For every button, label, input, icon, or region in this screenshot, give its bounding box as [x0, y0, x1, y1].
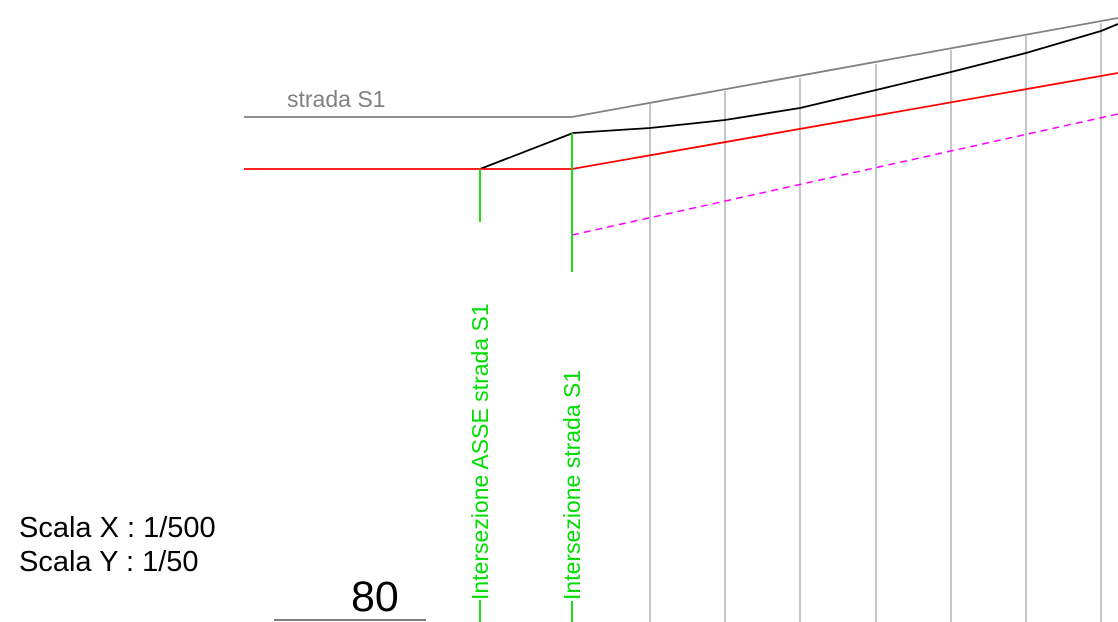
- road-intersection-label: Intersezione strada S1: [559, 370, 585, 600]
- intersection-markers: [479, 133, 573, 622]
- offset-profile-dashed: [571, 113, 1118, 236]
- scale-x-label: Scala X : 1/500: [19, 512, 216, 544]
- road-line: [244, 17, 1118, 118]
- terrain-profile: [479, 23, 1118, 170]
- reference-level-label: 80: [351, 573, 399, 621]
- road-label: strada S1: [287, 86, 385, 112]
- section-lines: [649, 23, 1102, 622]
- scale-y-label: Scala Y : 1/50: [19, 546, 199, 578]
- axis-intersection-label: Intersezione ASSE strada S1: [467, 303, 493, 600]
